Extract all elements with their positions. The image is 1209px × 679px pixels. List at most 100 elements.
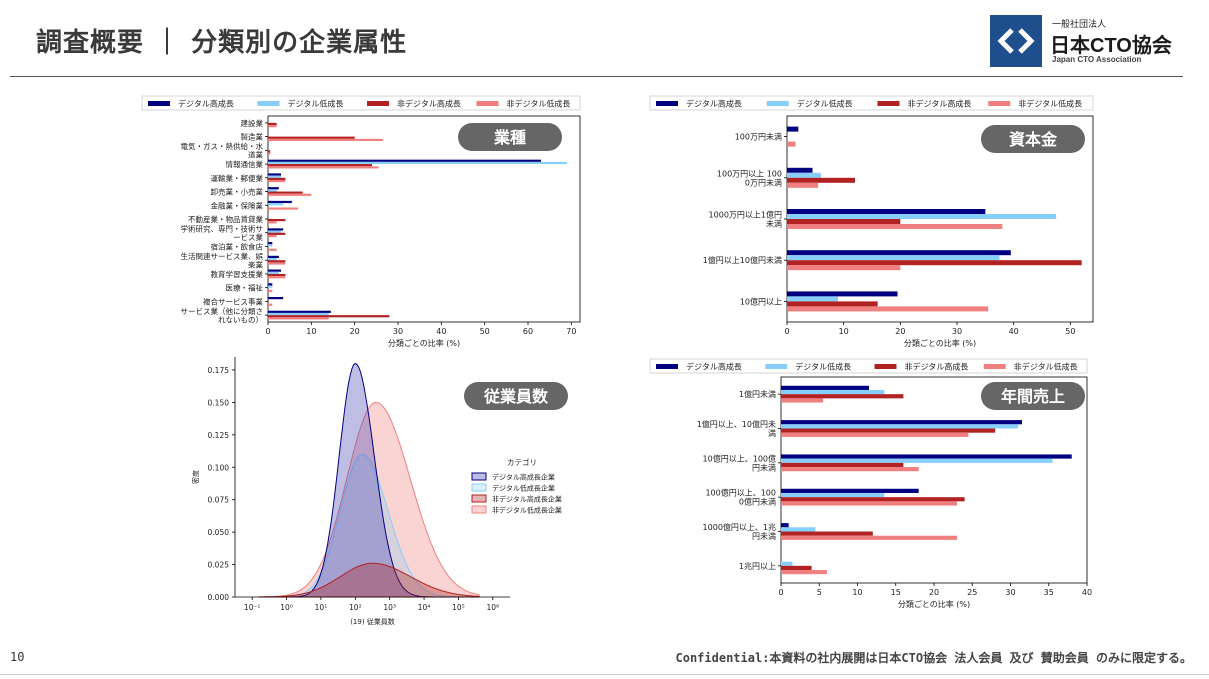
x-tick-label: 10 — [839, 327, 849, 336]
bar — [268, 187, 279, 190]
density-area — [259, 362, 480, 598]
bar — [787, 296, 838, 302]
x-tick-label: 25 — [967, 588, 977, 597]
bar — [268, 285, 273, 288]
legend-swatch — [471, 472, 487, 481]
bar — [268, 242, 273, 245]
logo-mark-icon — [990, 15, 1042, 67]
bar — [268, 180, 286, 183]
x-tick-label: 70 — [566, 327, 576, 336]
y-tick-label: 0.125 — [208, 431, 230, 440]
bar — [268, 276, 286, 279]
badge-label: 資本金 — [1009, 130, 1058, 149]
x-tick-label: 5 — [817, 588, 822, 597]
legend-box — [649, 358, 1088, 374]
bar — [268, 161, 567, 165]
y-tick-label: 未満 — [766, 219, 782, 229]
bar — [787, 182, 819, 188]
bar — [781, 561, 793, 566]
category-badge — [458, 123, 562, 151]
legend-swatch — [471, 505, 487, 514]
bar — [787, 250, 1011, 256]
logo: 一般社団法人 日本CTO協会 Japan CTO Association — [990, 15, 1180, 67]
confidential-notice: Confidential:本資料の社内展開は日本CTO協会 法人会員 及び 賛助… — [675, 651, 1193, 665]
x-tick-label: 40 — [436, 327, 446, 336]
x-tick-label: 20 — [929, 588, 939, 597]
bar — [268, 189, 277, 192]
category-badge — [981, 382, 1085, 410]
x-tick-label: 30 — [952, 327, 962, 336]
y-tick-label: 円未満 — [752, 531, 776, 541]
y-tick-label: れないもの） — [218, 315, 263, 324]
y-tick-label: 100億円以上、100 — [705, 488, 776, 498]
logo-english: Japan CTO Association — [1052, 55, 1142, 64]
legend-label: 非デジタル高成長 — [908, 99, 972, 109]
logo-subtitle: 一般社団法人 — [1052, 20, 1107, 30]
bar — [268, 191, 303, 194]
bar — [268, 175, 281, 178]
bar — [268, 258, 277, 261]
legend-label: 非デジタル低成長 — [1018, 99, 1082, 109]
bar — [268, 317, 329, 320]
legend-swatch — [877, 101, 900, 106]
bar — [268, 219, 286, 222]
x-tick-label: 15 — [891, 588, 901, 597]
y-tick-label: 不動産業・物品賃貸業 — [188, 214, 263, 224]
bar — [268, 303, 273, 306]
y-tick-label: 情報通信業 — [226, 159, 264, 169]
y-tick-label: 製造業 — [241, 132, 264, 142]
bar — [268, 230, 281, 233]
x-tick-label: 10⁰ — [280, 603, 293, 612]
bar — [781, 458, 1053, 463]
density-area — [258, 562, 480, 598]
y-axis-label: 密度 — [191, 470, 200, 484]
y-tick-label: 1兆円以上 — [739, 561, 776, 571]
bar — [787, 260, 1082, 266]
bar — [268, 200, 292, 204]
x-tick-label: 40 — [1009, 327, 1019, 336]
density-area — [258, 401, 480, 598]
bar — [268, 262, 286, 265]
bar — [268, 269, 281, 272]
legend-label: 非デジタル高成長 — [905, 362, 969, 372]
bar — [268, 207, 299, 210]
badge-label: 業種 — [493, 128, 526, 147]
legend-swatch — [367, 101, 389, 106]
legend-swatch — [148, 101, 170, 106]
y-tick-label: 1億円以上10億円未満 — [703, 255, 782, 265]
x-axis-label: 分類ごとの比率 (%) — [388, 338, 460, 348]
capital-chart: デジタル高成長 デジタル低成長 非デジタル高成長 非デジタル低成長 0 10 20 30 40 5… — [649, 95, 1094, 348]
bar — [268, 289, 273, 293]
employees-chart: 0.000 0.025 0.050 0.075 0.100 0.125 0.150 0.175… — [191, 357, 568, 626]
x-tick-label: 50 — [480, 327, 490, 336]
y-tick-label: 金融業・保険業 — [211, 200, 264, 210]
legend-swatch — [874, 364, 897, 369]
y-tick-label: 1億円未満 — [739, 389, 776, 399]
y-tick-label: 電気・ガス・熱供給・水 — [181, 141, 264, 151]
y-tick-label: 0.100 — [208, 463, 230, 472]
bar — [781, 492, 885, 498]
bar — [268, 125, 277, 128]
bar — [781, 523, 789, 528]
x-tick-label: 0 — [265, 327, 270, 336]
x-tick-label: 0 — [778, 588, 783, 597]
legend-label: デジタル高成長 — [686, 99, 742, 109]
bar — [787, 291, 898, 297]
bar — [268, 234, 277, 238]
legend-swatch — [257, 101, 280, 106]
bar — [268, 255, 279, 258]
y-tick-label: サービス業（他に分類さ — [181, 306, 264, 316]
bar — [781, 535, 957, 540]
legend-label: デジタル低成長 — [797, 99, 853, 109]
bar — [268, 310, 331, 313]
x-tick-label: 10⁻¹ — [244, 603, 261, 612]
x-tick-label: 60 — [523, 327, 533, 336]
bar — [268, 260, 286, 263]
bar — [268, 138, 383, 141]
legend-label: デジタル低成長 — [288, 99, 344, 109]
legend-swatch — [766, 101, 789, 106]
bar — [781, 454, 1072, 459]
y-tick-label: 生活関連サービス業、娯 — [181, 251, 264, 261]
x-tick-label: 20 — [895, 327, 905, 336]
revenue-chart: デジタル高成長 デジタル低成長 非デジタル高成長 非デジタル低成長 0 5 10 15 20 25… — [649, 358, 1092, 609]
